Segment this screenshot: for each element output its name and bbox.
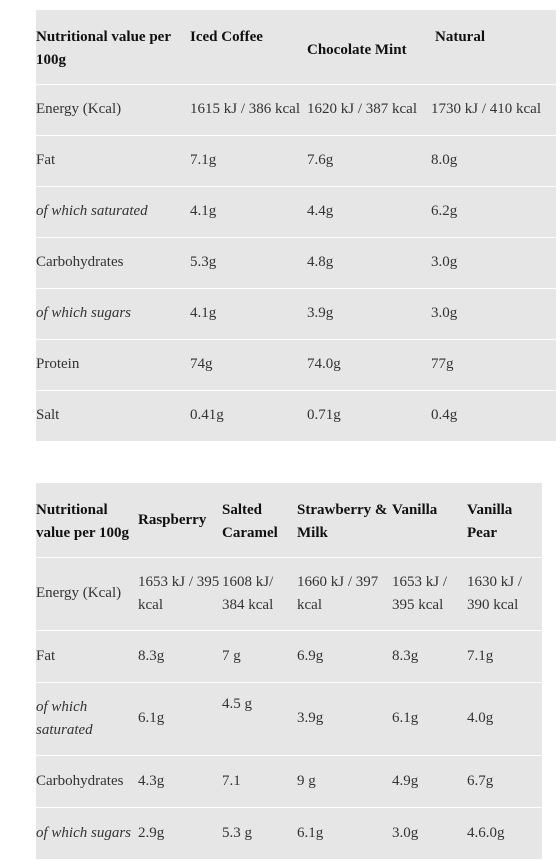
cell-value: 1653 kJ / 395 kcal [138,556,222,630]
cell-value: 0.4g [431,389,556,441]
row-label: Protein [36,338,190,390]
cell-value: 6.1g [392,681,467,755]
cell-value: 4.9g [392,754,467,807]
cell-value: 1630 kJ / 390 kcal [467,556,542,630]
row-label: Fat [36,134,190,186]
row-label: of which saturated [36,185,190,237]
cell-value: 74g [190,338,307,390]
table-row: Carbohydrates 5.3g 4.8g 3.0g [36,236,556,288]
table-row: of which saturated 4.1g 4.4g 6.2g [36,185,556,237]
cell-value: 8.0g [431,134,556,186]
header-nutritional-value: Nutritional value per 100g [36,502,130,541]
cell-value: 3.9g [307,287,431,339]
row-label: Carbohydrates [36,236,190,288]
table-header-row: Nutritional value per 100g Raspberry Sal… [36,483,542,557]
cell-value: 7.1 [222,754,297,807]
cell-value: 0.71g [307,389,431,441]
cell-value: 4.3g [138,754,222,807]
table-header-row: Nutritional value per 100g Iced Coffee C… [36,10,556,84]
cell-value: 4.1g [190,287,307,339]
cell-value: 74.0g [307,338,431,390]
cell-value: 7.1g [190,134,307,186]
cell-value: 6.1g [297,806,392,859]
cell-value: 8.3g [392,629,467,682]
cell-value: 7.1g [467,629,542,682]
cell-value: 5.3g [190,236,307,288]
header-strawberry-milk: Strawberry & Milk [297,502,388,541]
cell-value: 4.5 g [222,681,297,755]
table-row: Carbohydrates 4.3g 7.1 9 g 4.9g 6.7g [36,754,542,807]
cell-value: 7 g [222,629,297,682]
header-chocolate-mint: Chocolate Mint [307,42,407,59]
cell-value: 6.1g [138,681,222,755]
cell-value: 8.3g [138,629,222,682]
cell-value: 3.9g [297,681,392,755]
cell-value: 1653 kJ / 395 kcal [392,556,467,630]
table-row: Fat 7.1g 7.6g 8.0g [36,134,556,186]
cell-value: 4.6.0g [467,806,542,859]
row-label: Energy (Kcal) [36,556,138,630]
row-label: Salt [36,389,190,441]
cell-value: 2.9g [138,806,222,859]
row-label: Carbohydrates [36,754,138,807]
header-iced-coffee: Iced Coffee [190,29,263,45]
table-row: Energy (Kcal) 1653 kJ / 395 kcal 1608 kJ… [36,556,542,630]
cell-value: 4.0g [467,681,542,755]
table-row: of which sugars 4.1g 3.9g 3.0g [36,287,556,339]
cell-value: 4.1g [190,185,307,237]
cell-value: 77g [431,338,556,390]
header-raspberry: Raspberry [138,512,207,529]
cell-value: 3.0g [431,236,556,288]
cell-value: 1615 kJ / 386 kcal [190,83,307,135]
row-label: Energy (Kcal) [36,83,190,135]
cell-value: 6.9g [297,629,392,682]
table-row: Fat 8.3g 7 g 6.9g 8.3g 7.1g [36,629,542,682]
header-nutritional-value: Nutritional value per 100g [36,29,171,68]
table-row: Salt 0.41g 0.71g 0.4g [36,389,556,441]
cell-value: 3.0g [392,806,467,859]
row-label: Fat [36,629,138,682]
header-natural: Natural [435,29,485,45]
cell-value: 1620 kJ / 387 kcal [307,83,431,135]
header-salted-caramel: Salted Caramel [222,502,278,541]
row-label: of which sugars [36,287,190,339]
row-label: of which sugars [36,806,138,859]
table-row: of which sugars 2.9g 5.3 g 6.1g 3.0g 4.6… [36,806,542,859]
row-label: of which saturated [36,681,138,755]
cell-value: 0.41g [190,389,307,441]
nutrition-table-2: Nutritional value per 100g Raspberry Sal… [36,483,542,859]
header-vanilla-pear: Vanilla Pear [467,502,513,541]
table-row: Protein 74g 74.0g 77g [36,338,556,390]
cell-value: 6.2g [431,185,556,237]
cell-value: 5.3 g [222,806,297,859]
cell-value: 1730 kJ / 410 kcal [431,83,556,135]
cell-value: 1608 kJ/ 384 kcal [222,556,297,630]
cell-value: 3.0g [431,287,556,339]
table-row: of which saturated 6.1g 4.5 g 3.9g 6.1g … [36,681,542,755]
cell-value: 4.8g [307,236,431,288]
cell-value: 9 g [297,754,392,807]
cell-value: 6.7g [467,754,542,807]
cell-value: 7.6g [307,134,431,186]
nutrition-table-1: Nutritional value per 100g Iced Coffee C… [36,10,556,441]
cell-value: 1660 kJ / 397 kcal [297,556,392,630]
table-row: Energy (Kcal) 1615 kJ / 386 kcal 1620 kJ… [36,83,556,135]
cell-value: 4.4g [307,185,431,237]
header-vanilla: Vanilla [392,502,438,518]
